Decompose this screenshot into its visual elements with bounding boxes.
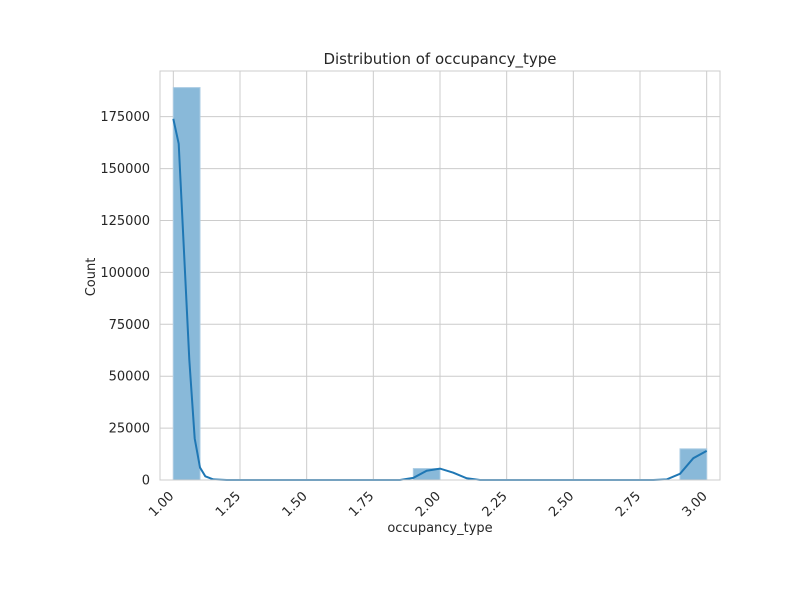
x-tick-label: 2.25 (480, 489, 511, 520)
x-tick-label: 1.00 (146, 489, 177, 520)
axes-frame (159, 70, 721, 481)
x-tick-label: 1.75 (346, 489, 377, 520)
x-tick-label: 2.50 (546, 489, 577, 520)
y-tick-label: 125000 (100, 214, 150, 229)
y-tick-label: 25000 (109, 422, 150, 437)
y-tick-label: 100000 (100, 266, 150, 281)
x-tick-label: 1.50 (280, 489, 311, 520)
x-tick-label: 1.25 (213, 489, 244, 520)
x-tick-label: 2.00 (413, 489, 444, 520)
x-tick-labels: 1.00 1.25 1.50 1.75 2.00 2.25 2.50 2.75 3.00 (146, 489, 710, 520)
y-tick-label: 175000 (100, 110, 150, 125)
y-tick-label: 150000 (100, 162, 150, 177)
x-tick-label: 3.00 (680, 489, 711, 520)
chart-title: Distribution of occupancy_type (323, 50, 556, 69)
y-tick-labels: 0 25000 50000 75000 100000 125000 150000 175000 (100, 110, 150, 488)
grid (160, 71, 720, 481)
y-tick-label: 0 (142, 474, 150, 489)
histogram-bar (172, 87, 201, 481)
y-axis-label: Count (84, 258, 99, 297)
x-axis-label: occupancy_type (387, 521, 492, 536)
y-tick-label: 50000 (109, 370, 150, 385)
y-tick-label: 75000 (109, 318, 150, 333)
x-tick-label: 2.75 (613, 489, 644, 520)
